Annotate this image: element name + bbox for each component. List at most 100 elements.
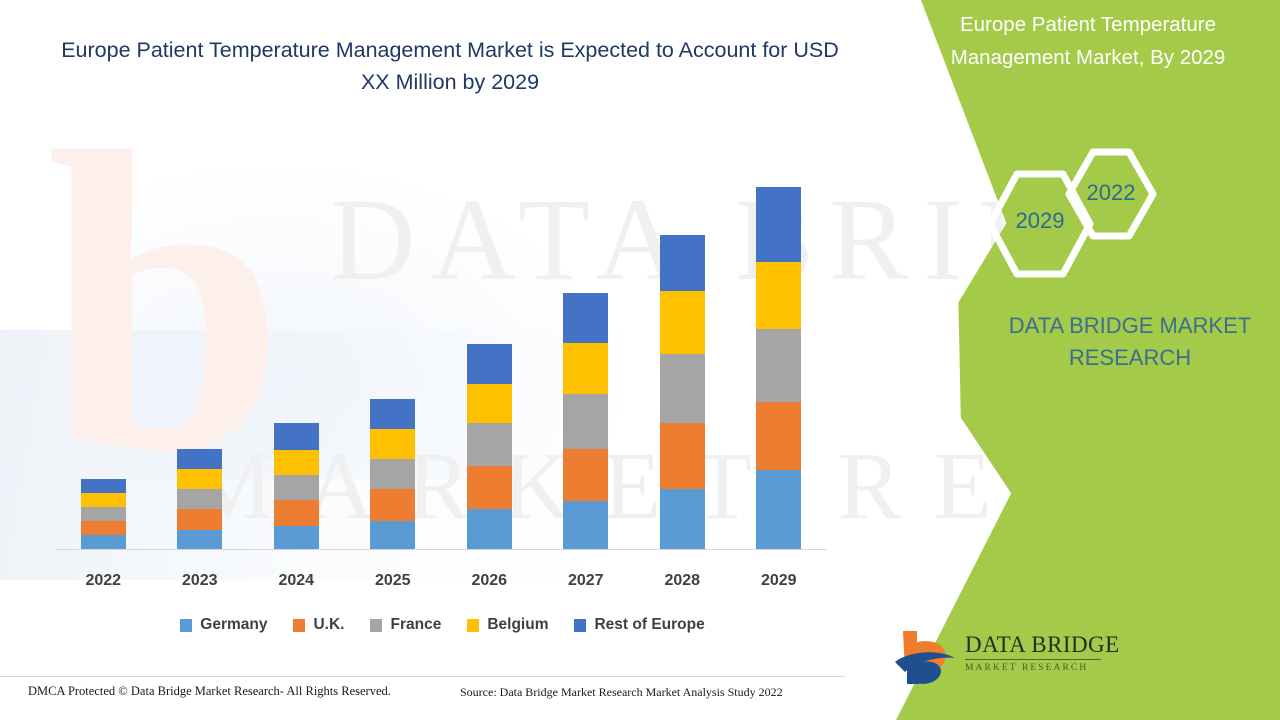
bar-segment-germany bbox=[756, 470, 802, 549]
bar-segment-belgium bbox=[466, 384, 512, 423]
logo-title: DATA BRIDGE bbox=[965, 632, 1120, 657]
bar-segment-belgium bbox=[659, 291, 705, 354]
hexagon-2029-label: 2029 bbox=[1015, 208, 1065, 233]
legend-label: Rest of Europe bbox=[594, 616, 705, 633]
legend-label: U.K. bbox=[313, 616, 345, 633]
bar-column-2025 bbox=[345, 170, 441, 549]
bar-segment-france bbox=[370, 459, 416, 489]
stacked-bar bbox=[370, 399, 416, 549]
bar-segment-u-k bbox=[756, 402, 802, 470]
hexagon-2029: 2029 bbox=[985, 170, 1095, 278]
bar-segment-germany bbox=[273, 526, 319, 549]
stacked-bar bbox=[177, 449, 223, 549]
x-axis-label-2025: 2025 bbox=[374, 572, 411, 589]
bar-segment-france bbox=[659, 354, 705, 423]
x-axis-labels: 2022 2023 2024 2025 2026 2027 2028 2029 bbox=[55, 572, 827, 590]
data-bridge-logo: DATA BRIDGE MARKET RESEARCH bbox=[893, 626, 1120, 688]
legend-label: Germany bbox=[200, 616, 268, 633]
legend-swatch-icon bbox=[370, 618, 383, 632]
legend-swatch-icon bbox=[574, 618, 587, 632]
footer-copyright: DMCA Protected © Data Bridge Market Rese… bbox=[28, 684, 391, 698]
chart-title: Europe Patient Temperature Management Ma… bbox=[61, 38, 839, 94]
bar-segment-rest-of-europe bbox=[370, 399, 416, 429]
legend-swatch-icon bbox=[293, 618, 306, 632]
bar-segment-france bbox=[273, 475, 319, 500]
data-bridge-logo-text: DATA BRIDGE MARKET RESEARCH bbox=[965, 632, 1120, 673]
footer-divider bbox=[0, 676, 845, 677]
bar-column-2028 bbox=[634, 170, 730, 549]
footer-source: Source: Data Bridge Market Research Mark… bbox=[460, 685, 783, 699]
bar-column-2023 bbox=[152, 170, 248, 549]
bar-column-2024 bbox=[248, 170, 344, 549]
x-axis-label-2027: 2027 bbox=[567, 572, 604, 589]
data-bridge-logo-mark-icon bbox=[893, 628, 959, 686]
bar-segment-belgium bbox=[563, 343, 609, 394]
bar-segment-u-k bbox=[80, 521, 126, 535]
logo-divider bbox=[965, 659, 1101, 660]
x-axis-label-2026: 2026 bbox=[471, 572, 508, 589]
bar-segment-rest-of-europe bbox=[659, 235, 705, 291]
bar-segment-u-k bbox=[177, 509, 223, 530]
bar-segment-belgium bbox=[273, 450, 319, 475]
bar-column-2027 bbox=[538, 170, 634, 549]
bar-segment-germany bbox=[563, 501, 609, 549]
x-axis-label-2022: 2022 bbox=[85, 572, 122, 589]
bar-segment-belgium bbox=[177, 469, 223, 489]
hexagon-group: 2029 2022 bbox=[985, 148, 1185, 278]
bar-segment-rest-of-europe bbox=[563, 293, 609, 343]
bar-segment-rest-of-europe bbox=[466, 344, 512, 384]
stacked-bar bbox=[273, 423, 319, 549]
x-axis-label-2024: 2024 bbox=[278, 572, 315, 589]
bar-segment-germany bbox=[466, 509, 512, 549]
bar-segment-france bbox=[756, 329, 802, 402]
bar-segment-rest-of-europe bbox=[756, 187, 802, 262]
bar-segment-france bbox=[177, 489, 223, 509]
bar-segment-france bbox=[80, 507, 126, 521]
x-axis-label-2028: 2028 bbox=[664, 572, 701, 589]
x-axis-label-2029: 2029 bbox=[760, 572, 797, 589]
legend-swatch-icon bbox=[180, 618, 193, 632]
legend-item-belgium: Belgium bbox=[467, 616, 548, 634]
hexagon-2022-label: 2022 bbox=[1086, 180, 1136, 205]
panel-brand-name: DATA BRIDGE MARKET RESEARCH bbox=[1008, 313, 1252, 370]
bar-segment-germany bbox=[177, 530, 223, 549]
bar-segment-u-k bbox=[273, 500, 319, 526]
hexagon-2022: 2022 bbox=[1065, 148, 1157, 240]
legend-item-france: France bbox=[370, 616, 441, 634]
x-axis-line bbox=[55, 549, 827, 550]
legend-swatch-icon bbox=[467, 618, 480, 632]
bar-segment-u-k bbox=[466, 466, 512, 509]
panel-title: Europe Patient Temperature Management Ma… bbox=[950, 13, 1226, 69]
legend-label: Belgium bbox=[487, 616, 549, 633]
stacked-bar bbox=[563, 293, 609, 549]
bar-segment-belgium bbox=[80, 493, 126, 507]
stacked-bar bbox=[80, 479, 126, 549]
logo-subtitle: MARKET RESEARCH bbox=[965, 663, 1089, 673]
chart-legend: Germany U.K. France Belgium Rest of Europe bbox=[55, 616, 830, 634]
stacked-bar-chart bbox=[55, 170, 827, 549]
bar-segment-germany bbox=[80, 535, 126, 549]
bar-segment-u-k bbox=[563, 449, 609, 501]
bar-segment-belgium bbox=[370, 429, 416, 459]
legend-item-germany: Germany bbox=[180, 616, 267, 634]
stacked-bar bbox=[756, 187, 802, 549]
bar-segment-germany bbox=[659, 489, 705, 549]
bar-column-2026 bbox=[441, 170, 537, 549]
bar-segment-germany bbox=[370, 521, 416, 549]
stacked-bar bbox=[466, 344, 512, 549]
bar-segment-u-k bbox=[659, 423, 705, 489]
bar-segment-france bbox=[563, 394, 609, 449]
bar-segment-belgium bbox=[756, 262, 802, 329]
bar-segment-u-k bbox=[370, 489, 416, 521]
legend-item-u-k: U.K. bbox=[293, 616, 344, 634]
bar-segment-france bbox=[466, 423, 512, 466]
legend-item-rest-of-europe: Rest of Europe bbox=[574, 616, 705, 634]
bar-segment-rest-of-europe bbox=[273, 423, 319, 450]
bar-segment-rest-of-europe bbox=[80, 479, 126, 493]
x-axis-label-2023: 2023 bbox=[181, 572, 218, 589]
bar-column-2029 bbox=[731, 170, 827, 549]
bar-segment-rest-of-europe bbox=[177, 449, 223, 469]
bar-column-2022 bbox=[55, 170, 151, 549]
legend-label: France bbox=[390, 616, 442, 633]
